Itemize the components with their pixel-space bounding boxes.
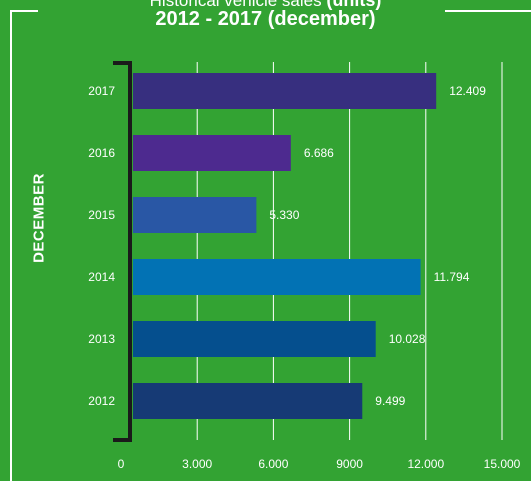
value-label-2016: 6.686 (304, 146, 334, 160)
value-label-2014: 11.794 (434, 270, 470, 284)
bar-2012 (133, 383, 363, 419)
frame-top-left-border (10, 10, 38, 12)
x-tick-label-1: 3.000 (182, 457, 212, 471)
value-label-2013: 10.028 (389, 332, 426, 346)
frame-top-right-border (445, 10, 531, 12)
chart-title-line1: Historical vehicle sales (units) (0, 0, 531, 11)
value-label-2015: 5.330 (269, 208, 299, 222)
x-tick-label-4: 12.000 (407, 457, 444, 471)
chart-title-line2: 2012 - 2017 (december) (155, 8, 376, 30)
x-tick-label-2: 6.000 (258, 457, 288, 471)
category-label-2013: 2013 (88, 332, 115, 346)
category-label-2016: 2016 (88, 146, 115, 160)
category-label-2017: 2017 (88, 84, 115, 98)
bar-2016 (133, 135, 291, 171)
bar-2017 (133, 73, 437, 109)
chart-title-units: (units) (326, 0, 382, 10)
category-label-2015: 2015 (88, 208, 115, 222)
value-label-2017: 12.409 (449, 84, 486, 98)
x-tick-label-0: 0 (118, 457, 125, 471)
bar-2013 (133, 321, 376, 357)
bar-2015 (133, 197, 257, 233)
category-label-2014: 2014 (88, 270, 115, 284)
category-label-2012: 2012 (88, 394, 115, 408)
chart-title-prefix: Historical vehicle sales (149, 0, 327, 10)
value-label-2012: 9.499 (375, 394, 405, 408)
frame-left-border (10, 10, 12, 481)
x-tick-label-5: 15.000 (484, 457, 521, 471)
bracket-line (113, 61, 132, 442)
x-tick-label-3: 9000 (336, 457, 363, 471)
bar-2014 (133, 259, 421, 295)
